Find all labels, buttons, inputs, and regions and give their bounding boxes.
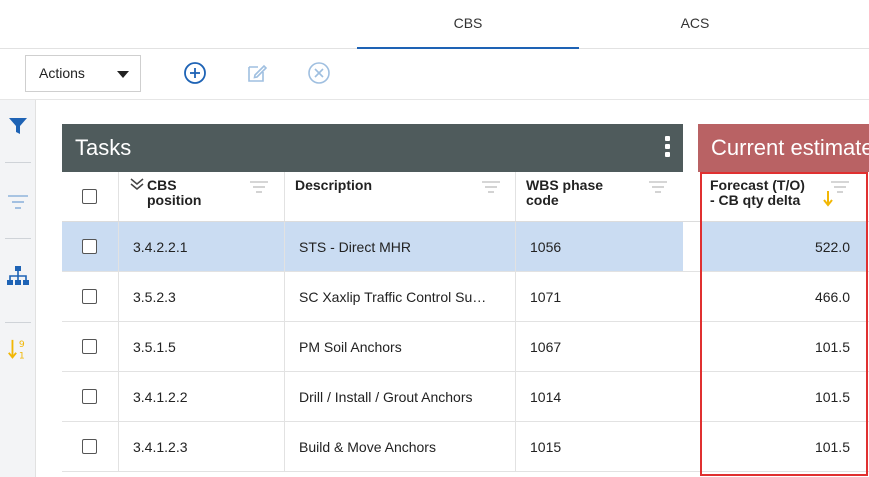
row-checkbox[interactable] [82,389,97,404]
description-cell: PM Soil Anchors [299,339,402,355]
wbs-code-cell: 1015 [530,439,562,455]
tasks-title: Tasks [75,135,132,160]
cbs-position-cell: 3.4.1.2.3 [133,439,188,455]
column-header-cbs-position[interactable]: CBS position [119,172,285,221]
left-rail: 9 1 [0,100,36,477]
sort-descending-icon[interactable] [823,190,833,207]
wbs-code-cell: 1056 [530,239,562,255]
top-tab-bar: CBS ACS [0,0,869,49]
hierarchy-icon[interactable] [6,264,30,288]
edit-icon[interactable] [245,61,269,85]
select-all-checkbox[interactable] [82,189,97,204]
svg-text:1: 1 [19,350,25,361]
column-header-description[interactable]: Description [285,172,516,221]
forecast-cell: 522.0 [814,239,850,255]
rail-divider [5,238,31,239]
table-row[interactable]: 3.4.1.2.3 Build & Move Anchors 1015 101.… [62,422,869,472]
actions-label: Actions [39,65,85,81]
row-checkbox[interactable] [82,289,97,304]
table-header-row: CBS position Description [62,172,869,222]
description-cell: Drill / Install / Grout Anchors [299,389,473,405]
filter-list-icon[interactable] [6,190,30,214]
tab-cbs[interactable]: CBS [357,0,579,49]
table-row[interactable]: 3.4.1.2.2 Drill / Install / Grout Anchor… [62,372,869,422]
column-header-wbs-phase-code[interactable]: WBS phase code [516,172,683,221]
cbs-position-cell: 3.4.1.2.2 [133,389,188,405]
wbs-code-cell: 1067 [530,339,562,355]
table-row[interactable]: 3.5.2.3 SC Xaxlip Traffic Control Su… 10… [62,272,869,322]
cbs-position-cell: 3.5.1.5 [133,339,176,355]
table-row[interactable]: 3.4.2.2.1 STS - Direct MHR 1056 522.0 [62,222,869,272]
column-label: Forecast (T/O) - CB qty delta [710,177,805,208]
cbs-position-cell: 3.4.2.2.1 [133,239,188,255]
filter-icon[interactable] [6,114,30,138]
forecast-cell: 101.5 [814,389,850,405]
expand-collapse-icon[interactable] [129,177,145,191]
forecast-cell: 466.0 [814,289,850,305]
row-checkbox[interactable] [82,339,97,354]
column-filter-icon[interactable] [648,180,668,194]
panel-gap [683,172,698,221]
main-area: Tasks Current estimate CBS position [36,100,869,477]
description-cell: SC Xaxlip Traffic Control Su… [299,289,487,305]
rail-divider [5,322,31,323]
wbs-code-cell: 1014 [530,389,562,405]
column-label: Description [295,177,373,193]
column-filter-icon[interactable] [249,180,269,194]
tasks-panel-header: Tasks [62,124,683,172]
actions-dropdown[interactable]: Actions [25,55,141,92]
add-circle-icon[interactable] [183,61,207,85]
header-select-cell [62,172,119,221]
row-checkbox[interactable] [82,439,97,454]
svg-text:9: 9 [19,339,25,350]
sort-numeric-icon[interactable]: 9 1 [6,338,30,362]
wbs-code-cell: 1071 [530,289,562,305]
rail-divider [5,162,31,163]
tab-acs[interactable]: ACS [680,15,710,31]
column-label: CBS position [147,177,202,208]
caret-down-icon [117,71,129,78]
row-checkbox[interactable] [82,239,97,254]
column-label: WBS phase code [526,177,604,208]
table-row[interactable]: 3.5.1.5 PM Soil Anchors 1067 101.5 [62,322,869,372]
cbs-position-cell: 3.5.2.3 [133,289,176,305]
more-vertical-icon[interactable] [665,136,671,160]
column-filter-icon[interactable] [830,180,850,194]
forecast-cell: 101.5 [814,439,850,455]
current-estimate-header: Current estimate [698,124,869,172]
description-cell: Build & Move Anchors [299,439,436,455]
column-filter-icon[interactable] [481,180,501,194]
column-header-forecast[interactable]: Forecast (T/O) - CB qty delta [702,172,866,221]
description-cell: STS - Direct MHR [299,239,411,255]
forecast-cell: 101.5 [814,339,850,355]
current-estimate-title: Current estimate [711,135,869,160]
toolbar: Actions [0,49,869,100]
delete-circle-icon[interactable] [307,61,331,85]
